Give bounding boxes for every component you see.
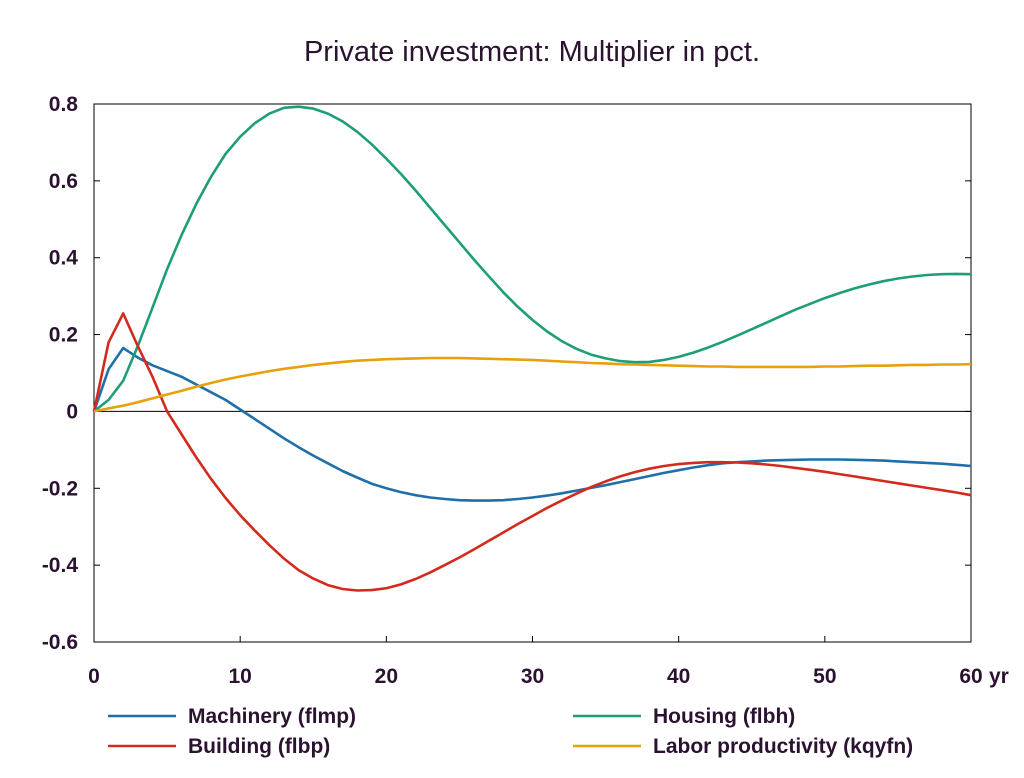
x-tick-label-6: 60 <box>959 665 982 688</box>
y-tick-label-1: -0.4 <box>42 554 79 577</box>
series-line-3 <box>93 356 972 413</box>
legend-label-0: Machinery (flmp) <box>188 705 356 728</box>
x-tick-label-4: 40 <box>667 665 690 688</box>
x-tick-label-2: 20 <box>375 665 398 688</box>
x-unit-label: yr <box>989 665 1009 688</box>
y-tick-label-7: 0.8 <box>49 93 79 116</box>
x-axis-labels: 0 10 20 30 40 50 60 yr <box>88 665 1009 688</box>
plot-frame <box>93 103 972 643</box>
legend-label-2: Building (flbp) <box>188 735 330 758</box>
series-line-1 <box>93 105 972 413</box>
legend: Machinery (flmp) Housing (flbh) Building (… <box>108 705 913 758</box>
legend-label-1: Housing (flbh) <box>653 705 795 728</box>
y-tick-label-2: -0.2 <box>42 477 78 500</box>
series-layer <box>92 105 972 592</box>
series-line-2 <box>92 312 972 592</box>
x-tick-label-0: 0 <box>88 665 100 688</box>
y-tick-label-4: 0.2 <box>49 324 78 347</box>
x-tick-label-1: 10 <box>228 665 251 688</box>
y-axis-labels: -0.6 -0.4 -0.2 0 0.2 0.4 0.6 0.8 <box>42 93 79 654</box>
legend-label-3: Labor productivity (kqyfn) <box>653 735 913 758</box>
chart-title: Private investment: Multiplier in pct. <box>304 36 760 68</box>
series-line-0 <box>92 346 972 502</box>
x-tick-label-5: 50 <box>813 665 836 688</box>
y-tick-label-5: 0.4 <box>49 247 79 270</box>
y-tick-label-6: 0.6 <box>49 170 78 193</box>
x-tick-label-3: 30 <box>521 665 544 688</box>
y-tick-label-3: 0 <box>66 400 78 423</box>
y-tick-label-0: -0.6 <box>42 631 78 654</box>
axis-ticks <box>93 103 972 643</box>
